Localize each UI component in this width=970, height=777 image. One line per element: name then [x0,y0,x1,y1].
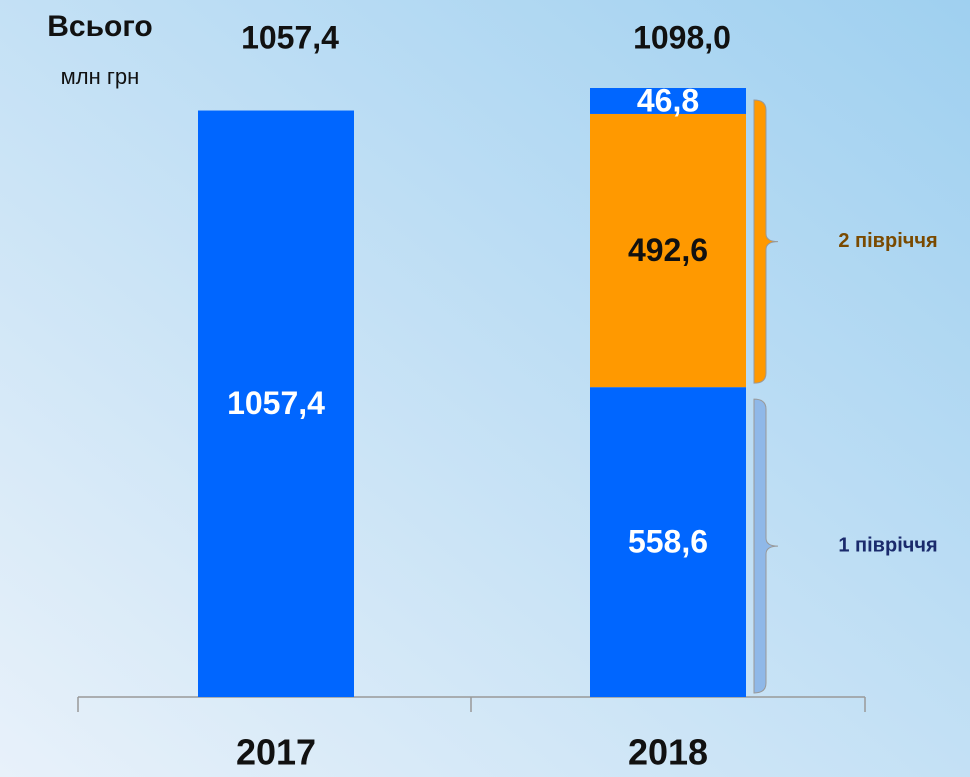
total-label: 1057,4 [241,19,339,55]
annotation: 1 півріччя [838,534,937,556]
brace [753,398,779,694]
x-tick-label: 2017 [236,732,316,773]
bar-segment [590,387,746,697]
annotation: 2 півріччя [838,230,937,252]
value-label: 46,8 [637,82,699,118]
chart-title: Всього [47,10,153,43]
value-label: 1057,4 [227,385,325,421]
unit-label: млн грн [61,64,140,89]
bar-segment [590,113,746,388]
total-label: 1098,0 [633,19,731,55]
value-label: 492,6 [628,232,708,268]
bar-segment [590,88,746,114]
brace [753,99,779,384]
x-tick-label: 2018 [628,732,708,773]
value-label: 558,6 [628,524,708,560]
bar-segment [198,110,354,698]
